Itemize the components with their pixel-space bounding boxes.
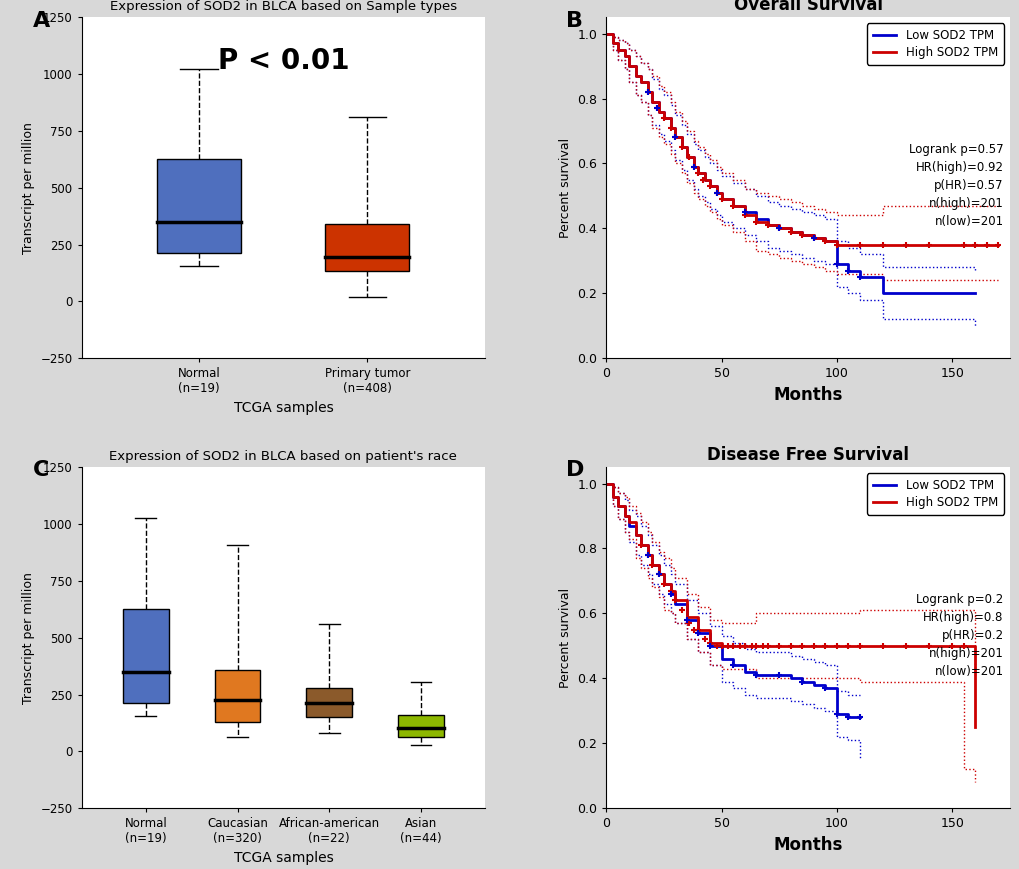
Text: P < 0.01: P < 0.01	[217, 47, 348, 75]
Title: Expression of SOD2 in BLCA based on Sample types: Expression of SOD2 in BLCA based on Samp…	[110, 1, 457, 13]
Legend: Low SOD2 TPM, High SOD2 TPM: Low SOD2 TPM, High SOD2 TPM	[866, 23, 1003, 64]
Y-axis label: Percent survival: Percent survival	[558, 587, 571, 687]
Bar	[397, 715, 443, 737]
Bar	[325, 224, 409, 271]
Text: B: B	[566, 10, 582, 30]
X-axis label: Months: Months	[772, 836, 842, 853]
Text: D: D	[566, 461, 584, 481]
Y-axis label: Percent survival: Percent survival	[558, 138, 571, 238]
Title: Disease Free Survival: Disease Free Survival	[706, 447, 908, 464]
Legend: Low SOD2 TPM, High SOD2 TPM: Low SOD2 TPM, High SOD2 TPM	[866, 474, 1003, 514]
Text: Logrank p=0.2
HR(high)=0.8
p(HR)=0.2
n(high)=201
n(low)=201: Logrank p=0.2 HR(high)=0.8 p(HR)=0.2 n(h…	[916, 594, 1003, 679]
Bar	[306, 687, 352, 717]
Y-axis label: Transcript per million: Transcript per million	[21, 122, 35, 254]
X-axis label: Months: Months	[772, 386, 842, 404]
Title: Overall Survival: Overall Survival	[733, 0, 881, 15]
X-axis label: TCGA samples: TCGA samples	[233, 851, 333, 865]
Text: A: A	[34, 10, 50, 30]
X-axis label: TCGA samples: TCGA samples	[233, 401, 333, 415]
Bar	[214, 669, 260, 722]
Title: Expression of SOD2 in BLCA based on patient's race: Expression of SOD2 in BLCA based on pati…	[109, 450, 457, 463]
Text: Logrank p=0.57
HR(high)=0.92
p(HR)=0.57
n(high)=201
n(low)=201: Logrank p=0.57 HR(high)=0.92 p(HR)=0.57 …	[908, 143, 1003, 229]
Bar	[157, 159, 242, 253]
Y-axis label: Transcript per million: Transcript per million	[21, 572, 35, 704]
Bar	[122, 609, 168, 702]
Text: C: C	[34, 461, 50, 481]
